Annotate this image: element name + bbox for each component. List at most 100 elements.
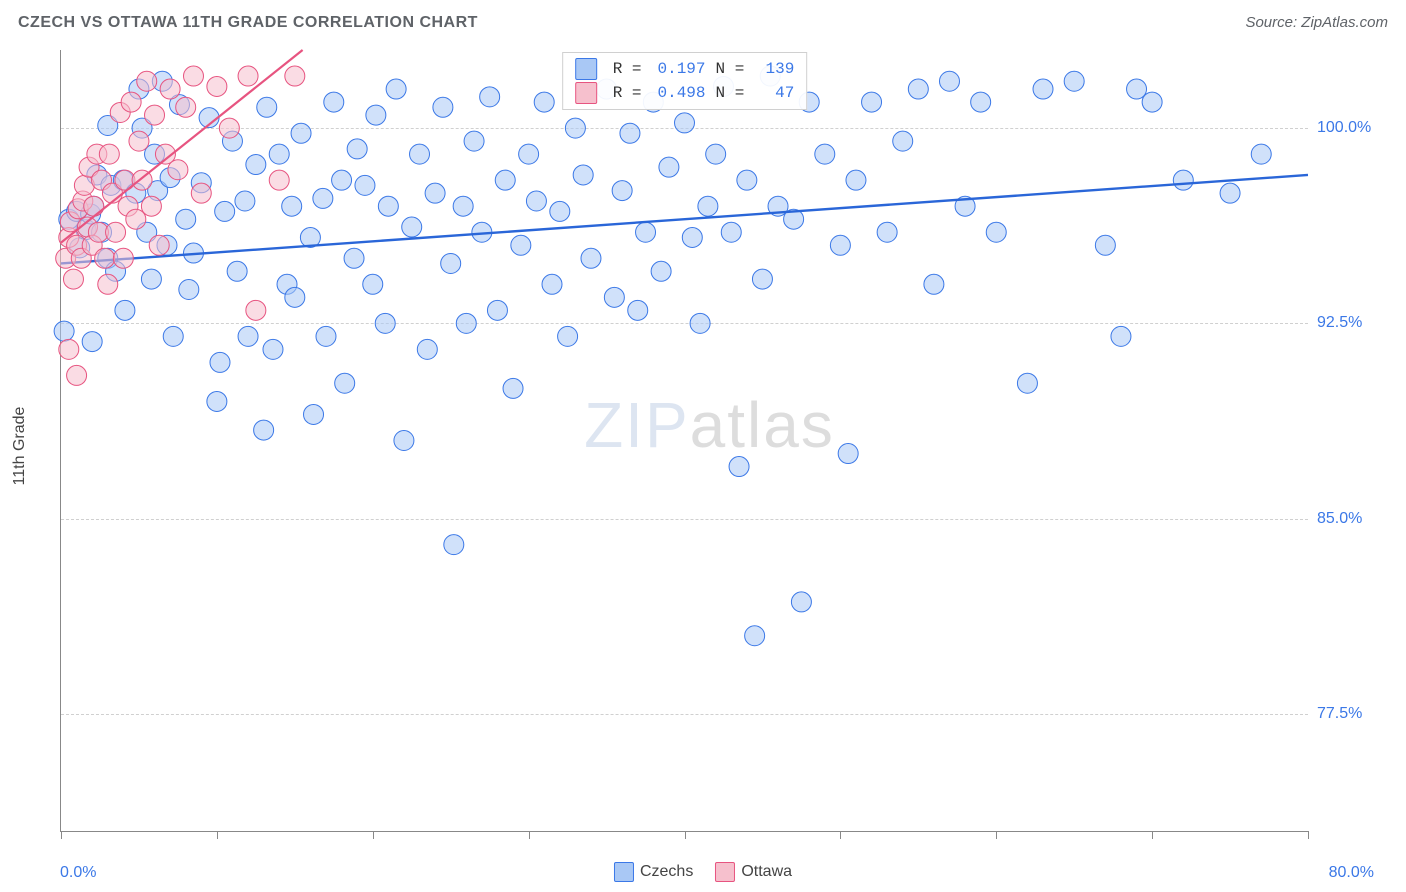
data-point <box>363 274 383 294</box>
data-point <box>1220 183 1240 203</box>
data-point <box>924 274 944 294</box>
data-point <box>227 261 247 281</box>
data-point <box>1142 92 1162 112</box>
data-point <box>558 326 578 346</box>
data-point <box>141 269 161 289</box>
data-point <box>246 300 266 320</box>
data-point <box>846 170 866 190</box>
data-point <box>698 196 718 216</box>
n-value-czechs: 139 <box>754 57 794 81</box>
data-point <box>425 183 445 203</box>
data-point <box>82 332 102 352</box>
r-label: R = <box>613 81 642 105</box>
swatch-blue <box>575 58 597 80</box>
data-point <box>651 261 671 281</box>
data-point <box>745 626 765 646</box>
swatch-pink <box>575 82 597 104</box>
data-point <box>313 188 333 208</box>
data-point <box>113 248 133 268</box>
x-tick-max: 80.0% <box>1329 864 1374 882</box>
data-point <box>862 92 882 112</box>
data-point <box>402 217 422 237</box>
data-point <box>620 123 640 143</box>
data-point <box>366 105 386 125</box>
n-label: N = <box>716 81 745 105</box>
data-point <box>316 326 336 346</box>
data-point <box>939 71 959 91</box>
data-point <box>394 431 414 451</box>
data-point <box>335 373 355 393</box>
plot-area: ZIPatlas R = 0.197 N = 139 R = 0.498 N =… <box>60 50 1386 832</box>
chart-title: CZECH VS OTTAWA 11TH GRADE CORRELATION C… <box>18 14 478 31</box>
data-point <box>168 160 188 180</box>
data-point <box>410 144 430 164</box>
data-point <box>550 201 570 221</box>
data-point <box>565 118 585 138</box>
data-point <box>893 131 913 151</box>
data-point <box>737 170 757 190</box>
data-point <box>542 274 562 294</box>
data-point <box>121 92 141 112</box>
swatch-blue <box>614 862 634 882</box>
data-point <box>263 339 283 359</box>
data-point <box>176 97 196 117</box>
data-point <box>526 191 546 211</box>
data-point <box>137 71 157 91</box>
data-point <box>453 196 473 216</box>
data-point <box>160 79 180 99</box>
data-point <box>495 170 515 190</box>
data-point <box>721 222 741 242</box>
data-point <box>332 170 352 190</box>
data-point <box>838 444 858 464</box>
data-point <box>1251 144 1271 164</box>
data-point <box>908 79 928 99</box>
data-point <box>141 196 161 216</box>
data-point <box>246 155 266 175</box>
data-point <box>378 196 398 216</box>
data-point <box>386 79 406 99</box>
data-point <box>464 131 484 151</box>
data-point <box>149 235 169 255</box>
data-point <box>176 209 196 229</box>
data-point <box>628 300 648 320</box>
r-value-czechs: 0.197 <box>652 57 706 81</box>
data-point <box>269 170 289 190</box>
data-point <box>98 274 118 294</box>
data-point <box>238 326 258 346</box>
legend-label-ottawa: Ottawa <box>741 863 792 881</box>
data-point <box>115 300 135 320</box>
data-point <box>441 253 461 273</box>
y-axis-label: 11th Grade <box>11 407 29 486</box>
data-point <box>581 248 601 268</box>
data-point <box>986 222 1006 242</box>
legend-row-ottawa: R = 0.498 N = 47 <box>575 81 795 105</box>
data-point <box>503 378 523 398</box>
data-point <box>191 183 211 203</box>
data-point <box>282 196 302 216</box>
data-point <box>129 131 149 151</box>
legend-row-czechs: R = 0.197 N = 139 <box>575 57 795 81</box>
data-point <box>99 144 119 164</box>
data-point <box>355 175 375 195</box>
data-point <box>106 222 126 242</box>
data-point <box>257 97 277 117</box>
data-point <box>659 157 679 177</box>
data-point <box>84 196 104 216</box>
series-legend: Czechs Ottawa <box>614 862 792 882</box>
data-point <box>207 391 227 411</box>
data-point <box>235 191 255 211</box>
data-point <box>238 66 258 86</box>
trend-line <box>61 175 1308 264</box>
data-point <box>269 144 289 164</box>
data-point <box>534 92 554 112</box>
source-attribution: Source: ZipAtlas.com <box>1245 14 1388 31</box>
data-point <box>219 118 239 138</box>
data-point <box>433 97 453 117</box>
data-point <box>511 235 531 255</box>
r-label: R = <box>613 57 642 81</box>
data-point <box>1173 170 1193 190</box>
data-point <box>456 313 476 333</box>
x-tick-min: 0.0% <box>60 864 96 882</box>
r-value-ottawa: 0.498 <box>652 81 706 105</box>
data-point <box>636 222 656 242</box>
